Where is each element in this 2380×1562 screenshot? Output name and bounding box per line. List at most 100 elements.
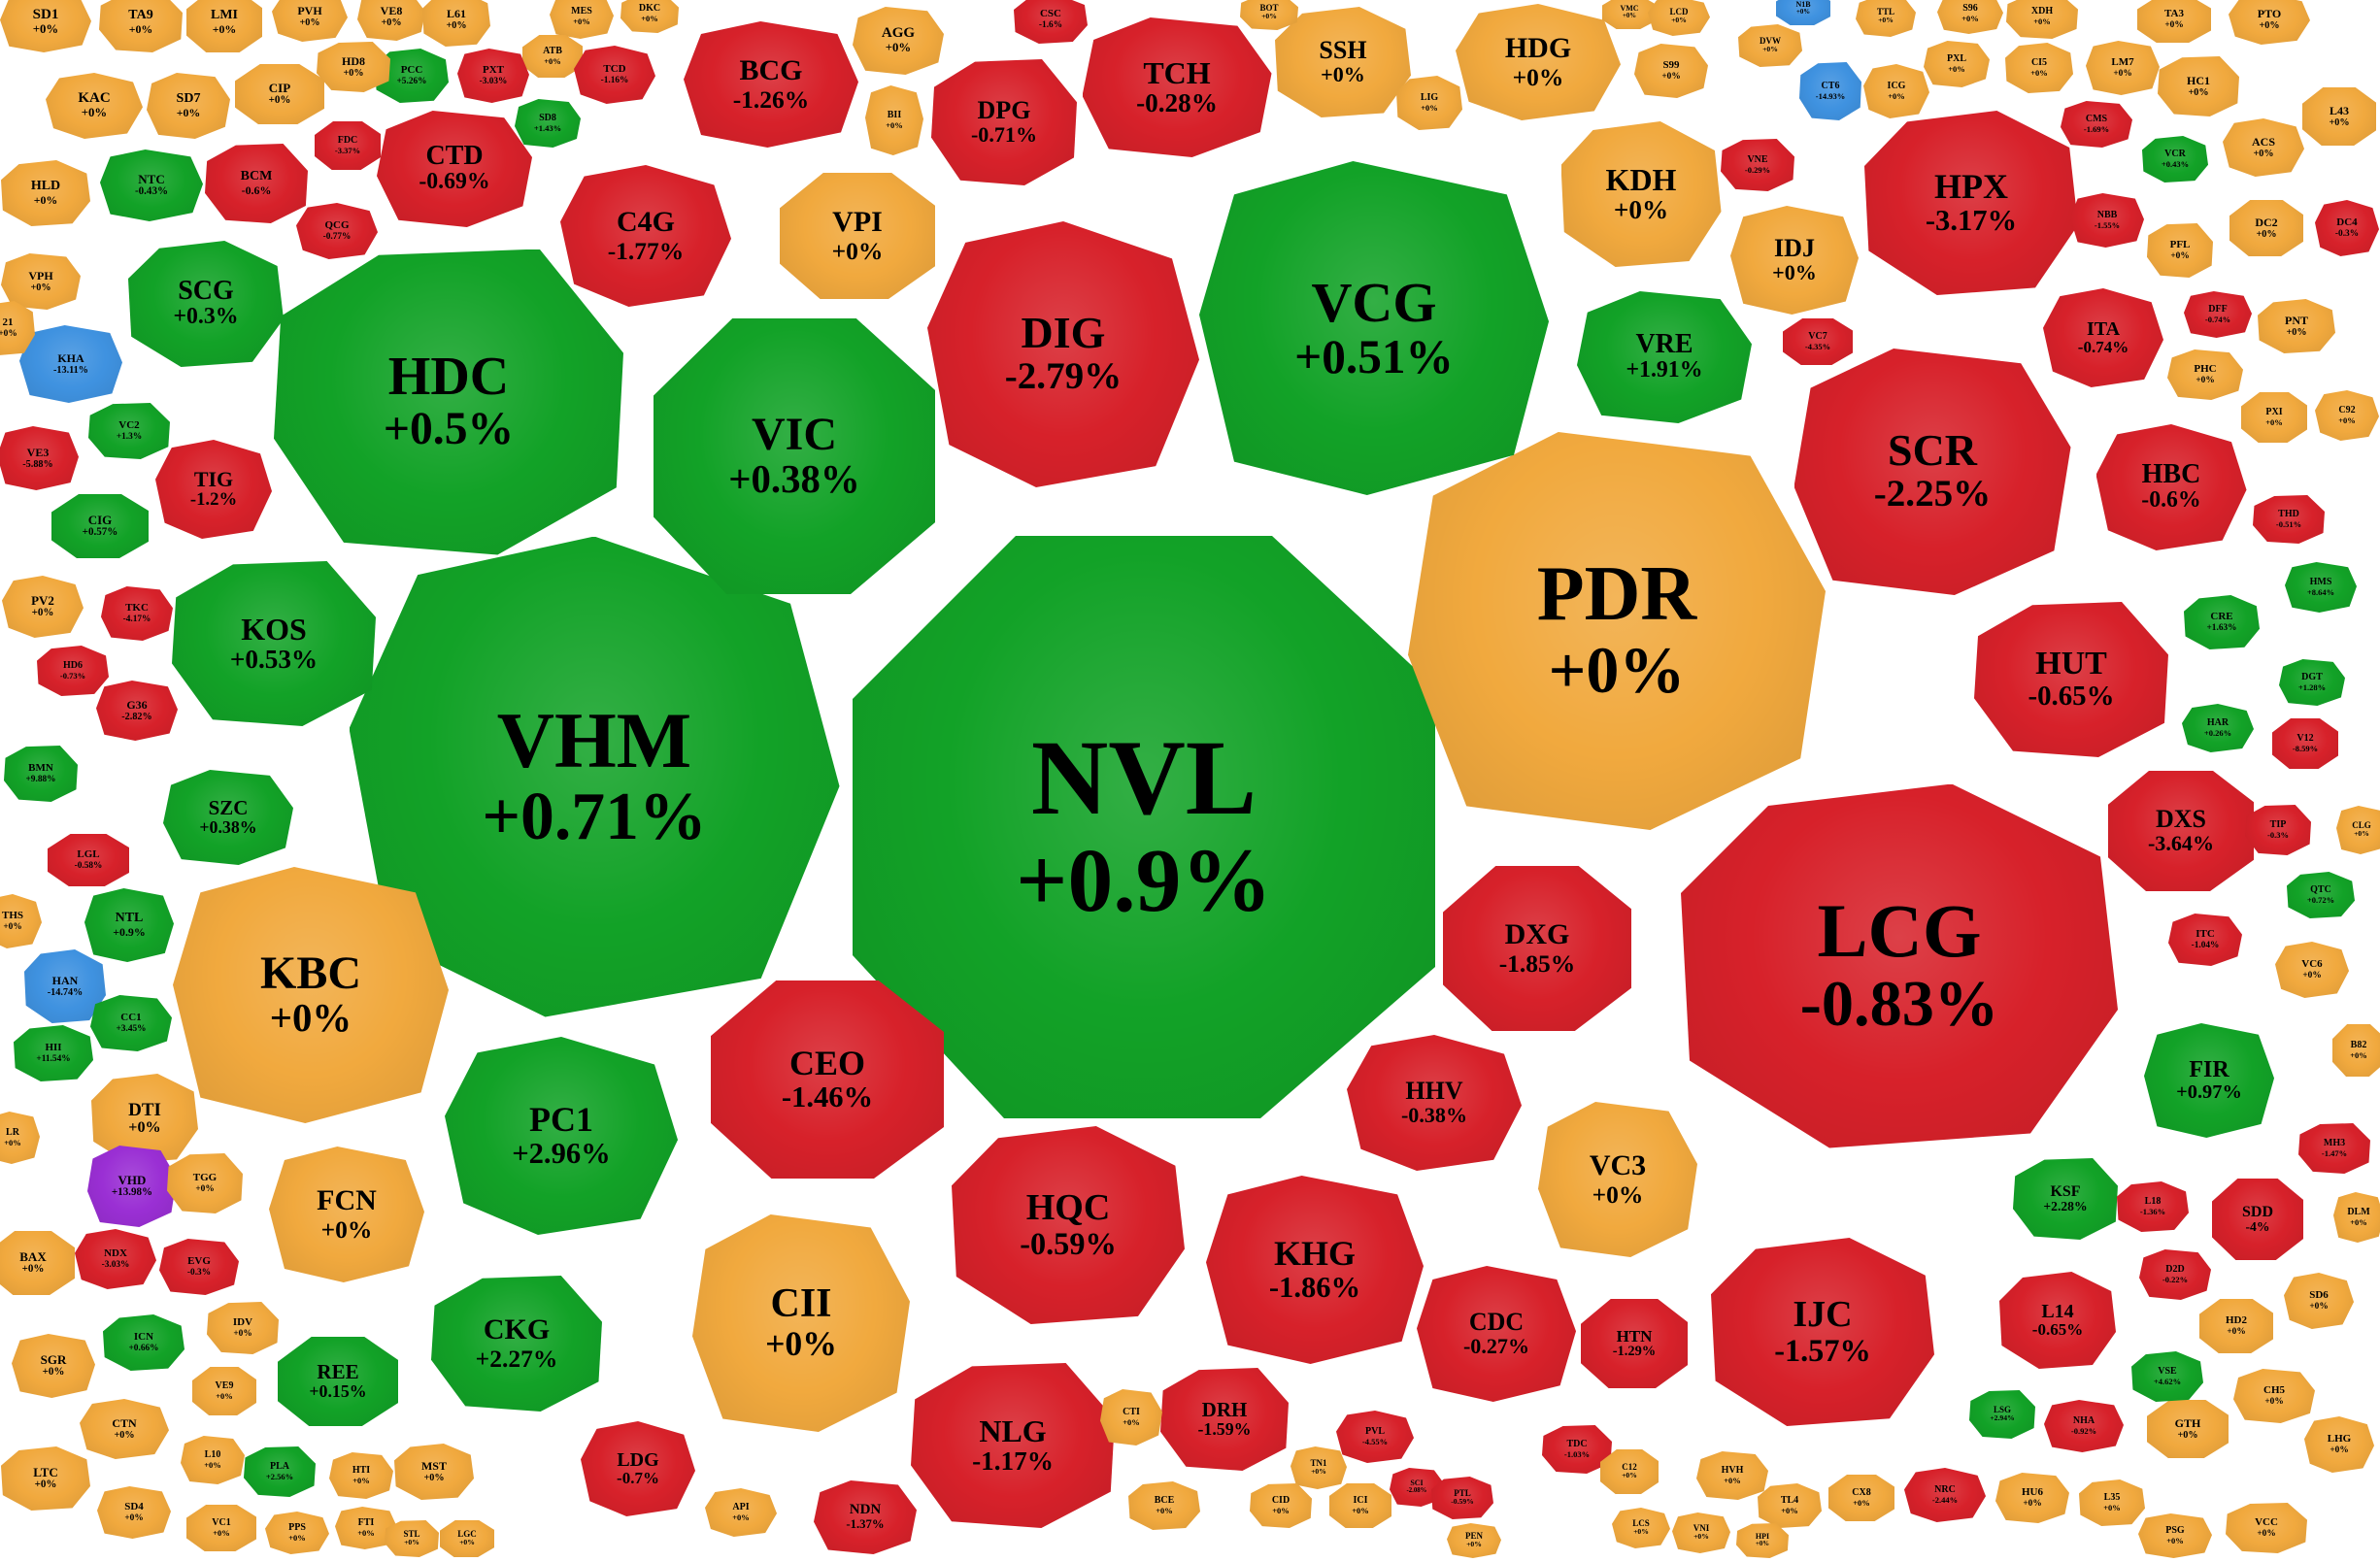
cell-CLG[interactable]: CLG +0%	[2336, 806, 2380, 854]
cell-TCD[interactable]: TCD -1.16%	[574, 46, 655, 104]
cell-CMS[interactable]: CMS -1.69%	[2061, 101, 2132, 148]
cell-BII[interactable]: BII +0%	[865, 85, 923, 155]
cell-NVL[interactable]: NVL +0.9%	[853, 536, 1435, 1118]
cell-VC2[interactable]: VC2 +1.3%	[88, 403, 170, 459]
cell-KBC[interactable]: KBC +0%	[173, 867, 449, 1123]
cell-VIC[interactable]: VIC +0.38%	[654, 318, 935, 594]
cell-LSG[interactable]: LSG +2.94%	[1969, 1390, 2035, 1439]
cell-DXS[interactable]: DXS -3.64%	[2108, 771, 2254, 891]
cell-FDC[interactable]: FDC -3.37%	[315, 121, 381, 170]
cell-HU6[interactable]: HU6 +0%	[1995, 1473, 2069, 1523]
cell-BMN[interactable]: BMN +9.88%	[4, 746, 78, 802]
cell-PSG[interactable]: PSG +0%	[2138, 1513, 2212, 1558]
cell-TL4[interactable]: TL4 +0%	[1758, 1483, 1822, 1528]
cell-HII[interactable]: HII +11.54%	[14, 1025, 93, 1081]
cell-CDC[interactable]: CDC -0.27%	[1417, 1266, 1576, 1402]
cell-L35[interactable]: L35 +0%	[2079, 1479, 2145, 1526]
cell-L10[interactable]: L10 +0%	[181, 1436, 245, 1484]
cell-LTC[interactable]: LTC +0%	[1, 1446, 90, 1511]
cell-VE3[interactable]: VE3 -5.88%	[0, 426, 79, 490]
cell-HMS[interactable]: HMS +8.64%	[2285, 562, 2357, 613]
cell-API[interactable]: API +0%	[705, 1488, 777, 1537]
cell-VCR[interactable]: VCR +0.43%	[2142, 136, 2208, 183]
cell-LCG[interactable]: LCG -0.83%	[1681, 783, 2118, 1148]
cell-VCC[interactable]: VCC +0%	[2226, 1503, 2307, 1553]
cell-CTN[interactable]: CTN +0%	[80, 1399, 169, 1459]
cell-VRE[interactable]: VRE +1.91%	[1577, 291, 1752, 423]
cell-NTC[interactable]: NTC -0.43%	[100, 150, 203, 221]
cell-SD4[interactable]: SD4 +0%	[97, 1486, 171, 1539]
cell-SGR[interactable]: SGR +0%	[12, 1334, 95, 1398]
cell-VMC[interactable]: VMC +0%	[1602, 0, 1657, 29]
cell-QTC[interactable]: QTC +0.72%	[2287, 872, 2355, 918]
cell-PVL[interactable]: PVL -4.55%	[1336, 1411, 1414, 1463]
cell-LIG[interactable]: LIG +0%	[1396, 76, 1462, 130]
cell-HD2[interactable]: HD2 +0%	[2199, 1299, 2273, 1353]
cell-S96[interactable]: S96 +0%	[1937, 0, 2003, 34]
cell-ITC[interactable]: ITC -1.04%	[2168, 914, 2242, 966]
cell-HDC[interactable]: HDC +0.5%	[274, 249, 623, 555]
cell-TIG[interactable]: TIG -1.2%	[155, 440, 272, 539]
cell-VE9[interactable]: VE9 +0%	[192, 1367, 256, 1415]
cell-SD8[interactable]: SD8 +1.43%	[515, 99, 581, 148]
cell-PLA[interactable]: PLA +2.56%	[244, 1446, 316, 1497]
cell-DC2[interactable]: DC2 +0%	[2229, 200, 2303, 256]
cell-V12[interactable]: V12 -8.59%	[2272, 718, 2338, 769]
cell-DFF[interactable]: DFF -0.74%	[2184, 291, 2252, 338]
cell-HAN[interactable]: HAN -14.74%	[24, 949, 106, 1023]
cell-VNE[interactable]: VNE -0.29%	[1721, 139, 1794, 191]
cell-AGG[interactable]: AGG +0%	[853, 7, 944, 75]
cell-C92[interactable]: C92 +0%	[2315, 390, 2379, 441]
cell-ITA[interactable]: ITA -0.74%	[2043, 288, 2163, 387]
cell-TA3[interactable]: TA3 +0%	[2137, 0, 2211, 43]
cell-PFL[interactable]: PFL +0%	[2147, 223, 2213, 278]
cell-VC6[interactable]: VC6 +0%	[2275, 942, 2349, 998]
cell-S99[interactable]: S99 +0%	[1634, 44, 1708, 98]
cell-KOS[interactable]: KOS +0.53%	[172, 561, 376, 726]
cell-MH3[interactable]: MH3 -1.47%	[2298, 1123, 2370, 1174]
cell-SZC[interactable]: SZC +0.38%	[163, 770, 293, 865]
cell-HHV[interactable]: HHV -0.38%	[1347, 1035, 1522, 1171]
cell-TGG[interactable]: TGG +0%	[167, 1153, 243, 1213]
cell-FCN[interactable]: FCN +0%	[269, 1147, 424, 1282]
cell-TKC[interactable]: TKC -4.17%	[101, 586, 173, 641]
cell-TIP[interactable]: TIP -0.3%	[2245, 805, 2311, 855]
cell-LDG[interactable]: LDG -0.7%	[581, 1421, 695, 1516]
cell-DXG[interactable]: DXG -1.85%	[1443, 866, 1631, 1031]
cell-BCG[interactable]: BCG -1.26%	[684, 21, 858, 148]
cell-ICN[interactable]: ICN +0.66%	[103, 1314, 184, 1371]
cell-C4G[interactable]: C4G -1.77%	[560, 165, 731, 307]
cell-VE8[interactable]: VE8 +0%	[357, 0, 425, 41]
cell-LM7[interactable]: LM7 +0%	[2086, 41, 2160, 95]
cell-CX8[interactable]: CX8 +0%	[1828, 1475, 1894, 1521]
cell-CTI[interactable]: CTI +0%	[1100, 1389, 1162, 1446]
cell-LMI[interactable]: LMI +0%	[186, 0, 262, 52]
cell-G36[interactable]: G36 -2.82%	[96, 681, 178, 741]
cell-HVH[interactable]: HVH +0%	[1696, 1451, 1768, 1500]
cell-SD7[interactable]: SD7 +0%	[147, 73, 230, 139]
cell-VC3[interactable]: VC3 +0%	[1538, 1102, 1697, 1257]
cell-DC4[interactable]: DC4 -0.3%	[2315, 200, 2379, 256]
cell-DVW[interactable]: DVW +0%	[1738, 24, 1802, 67]
cell-PEN[interactable]: PEN +0%	[1447, 1523, 1501, 1558]
cell-PVH[interactable]: PVH +0%	[272, 0, 348, 42]
cell-VHM[interactable]: VHM +0.71%	[349, 536, 840, 1017]
cell-C12[interactable]: C12 +0%	[1600, 1449, 1659, 1494]
cell-TDC[interactable]: TDC -1.03%	[1542, 1425, 1612, 1474]
cell-HLD[interactable]: HLD +0%	[1, 160, 90, 226]
cell-LCS[interactable]: LCS +0%	[1612, 1508, 1670, 1548]
cell-CIG[interactable]: CIG +0.57%	[51, 494, 149, 558]
cell-SCR[interactable]: SCR -2.25%	[1793, 349, 2071, 595]
cell-HTN[interactable]: HTN -1.29%	[1581, 1299, 1688, 1388]
cell-IJC[interactable]: IJC -1.57%	[1711, 1238, 1934, 1426]
cell-TCH[interactable]: TCH -0.28%	[1082, 17, 1272, 157]
cell-NDN[interactable]: NDN -1.37%	[814, 1480, 917, 1554]
cell-B82[interactable]: B82 +0%	[2332, 1024, 2380, 1077]
cell-DGT[interactable]: DGT +1.28%	[2279, 659, 2345, 706]
cell-NBB[interactable]: NBB -1.55%	[2070, 193, 2144, 248]
cell-STL[interactable]: STL +0%	[385, 1520, 439, 1557]
cell-NTL[interactable]: NTL +0.9%	[84, 888, 174, 962]
cell-LGC[interactable]: LGC +0%	[440, 1520, 494, 1557]
cell-GTH[interactable]: GTH +0%	[2147, 1400, 2229, 1458]
cell-FIR[interactable]: FIR +0.97%	[2144, 1023, 2274, 1138]
